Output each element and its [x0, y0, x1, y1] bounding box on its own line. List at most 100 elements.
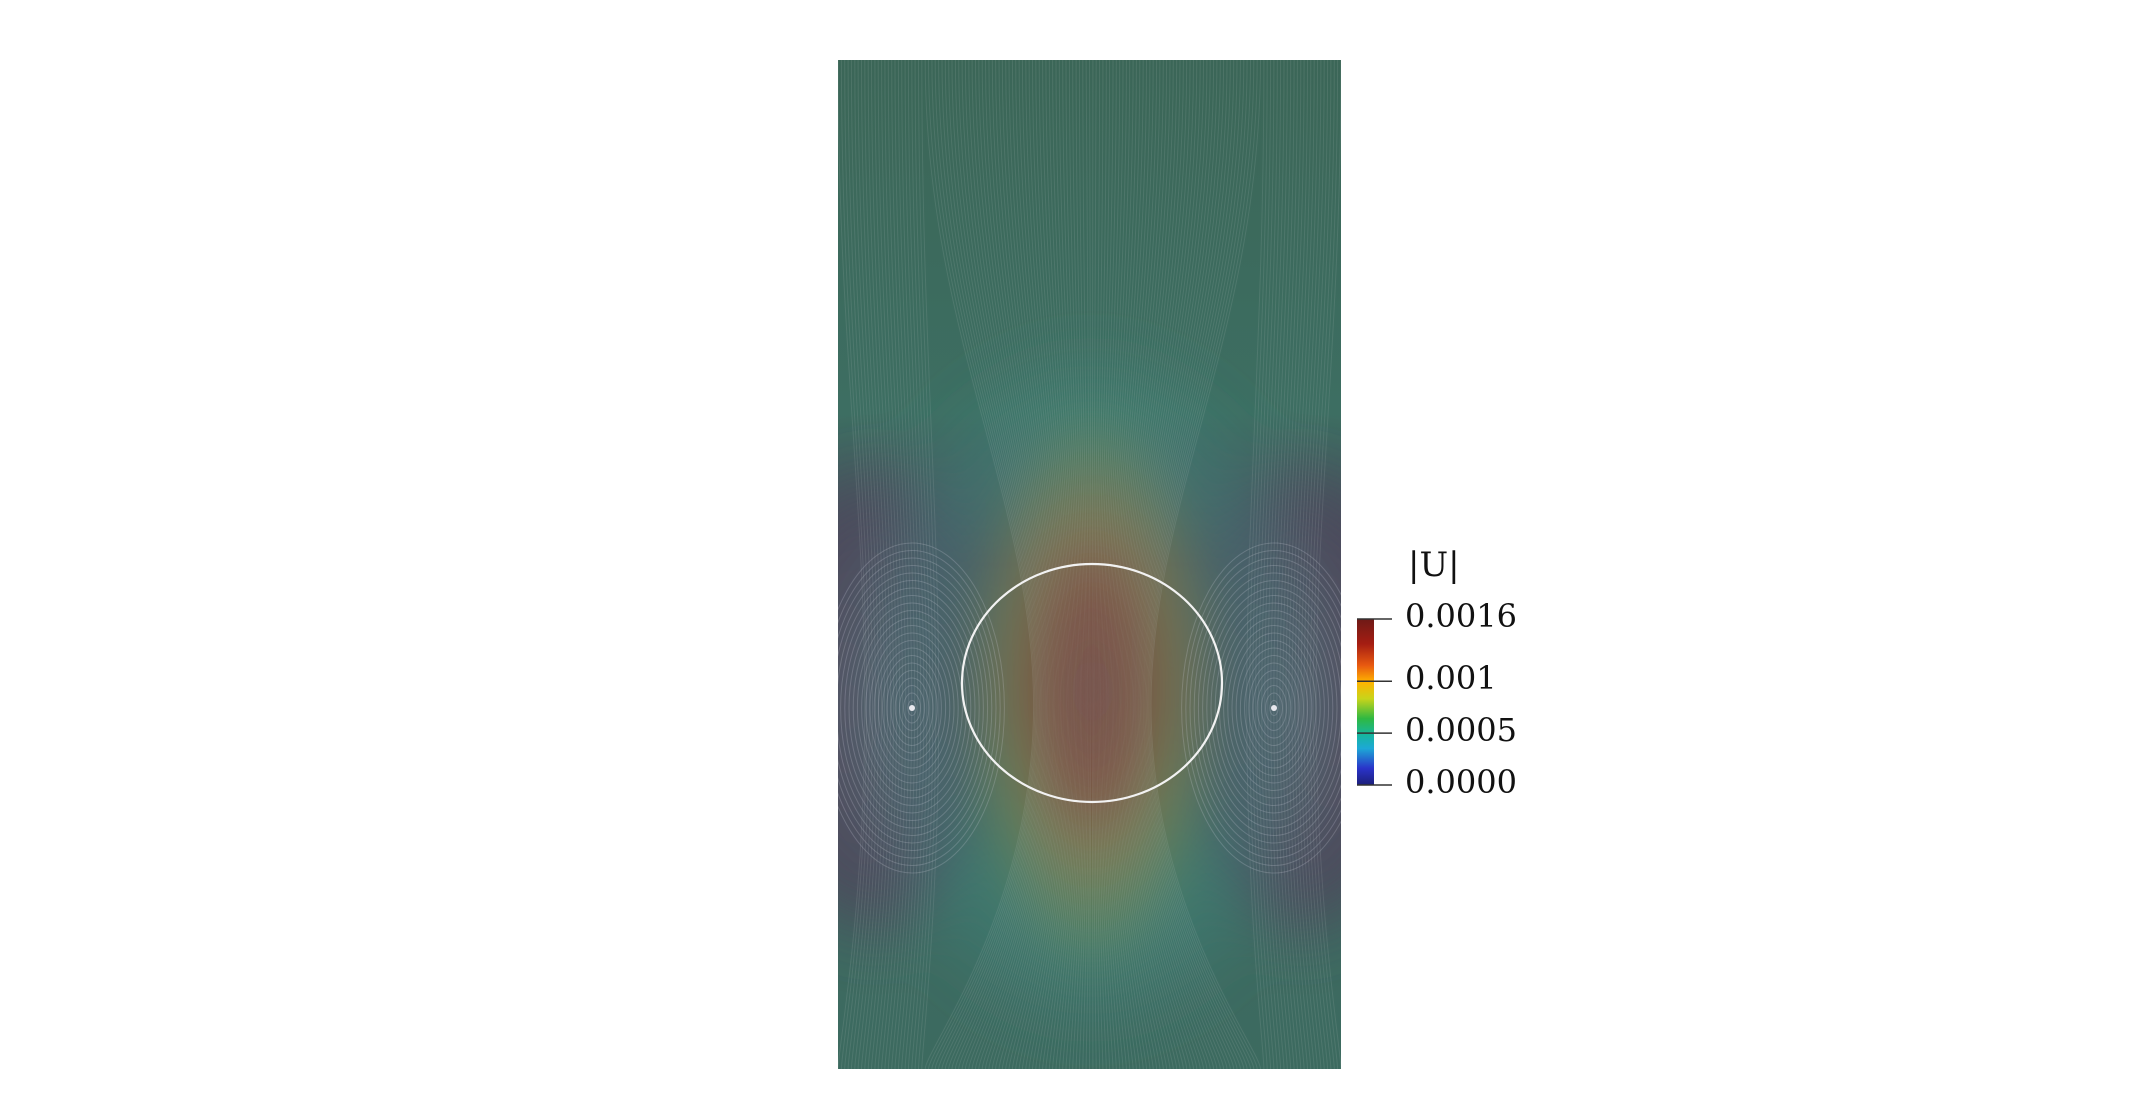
streamline — [911, 60, 931, 1069]
vortex-loop — [886, 662, 938, 754]
vortex-loop — [838, 572, 989, 844]
streamline — [884, 60, 907, 1069]
streamline — [1142, 60, 1238, 1069]
streamline — [1135, 60, 1218, 1069]
vortex-loop — [1197, 572, 1341, 844]
streamline — [887, 60, 910, 1069]
streamline — [1107, 60, 1137, 1069]
colorbar-tick-label: 0.0016 — [1405, 597, 1517, 635]
vortex-loop — [865, 625, 959, 791]
streamline — [1143, 60, 1241, 1069]
streamline — [1078, 60, 1089, 1069]
streamline — [934, 60, 1038, 1069]
streamline — [941, 60, 1041, 1069]
streamline — [1048, 60, 1078, 1069]
streamline — [867, 60, 892, 1069]
colorbar-ticks — [1357, 618, 1392, 786]
streamline — [1062, 60, 1083, 1069]
streamline — [1096, 60, 1107, 1069]
vortex-loop — [861, 617, 963, 799]
streamline — [1121, 60, 1178, 1069]
vortex-loop — [838, 565, 993, 851]
streamline — [1045, 60, 1077, 1069]
streamline — [1101, 60, 1121, 1069]
vortex-loop — [903, 692, 921, 724]
streamline — [1042, 60, 1076, 1069]
streamline — [864, 60, 889, 1069]
streamline — [1038, 60, 1075, 1069]
streamline — [1148, 60, 1255, 1069]
vortex-loop — [838, 542, 1005, 874]
streamline — [971, 60, 1051, 1069]
vortex-loop — [1185, 550, 1341, 866]
colorbar-tick-label: 0.001 — [1405, 659, 1497, 698]
streamline — [1116, 60, 1164, 1069]
streamline — [1115, 60, 1161, 1069]
streamline — [1141, 60, 1235, 1069]
streamline — [1103, 60, 1127, 1069]
streamline — [844, 60, 870, 1069]
streamline — [954, 60, 1045, 1069]
vortex-loop — [907, 700, 917, 716]
streamline — [1110, 60, 1147, 1069]
vortex-loop — [840, 580, 984, 836]
streamline — [1118, 60, 1171, 1069]
streamline — [1124, 60, 1188, 1069]
streamline — [995, 60, 1059, 1069]
droplet-interface — [960, 562, 1224, 804]
streamline — [1136, 60, 1221, 1069]
streamline — [1117, 60, 1168, 1069]
streamline — [928, 60, 1036, 1069]
colorbar — [1357, 618, 1392, 786]
streamline — [1312, 60, 1339, 1069]
streamline — [1264, 60, 1285, 1069]
vortex-loop — [1181, 542, 1341, 874]
streamline — [914, 60, 934, 1069]
streamline — [1137, 60, 1225, 1069]
streamline — [1122, 60, 1181, 1069]
streamline — [1258, 60, 1278, 1069]
streamline — [874, 60, 898, 1069]
streamline — [907, 60, 928, 1069]
streamline — [1109, 60, 1144, 1069]
vortex-loop — [844, 587, 980, 829]
streamline — [1291, 60, 1315, 1069]
streamline — [1139, 60, 1231, 1069]
streamline — [1065, 60, 1084, 1069]
streamline — [861, 60, 886, 1069]
vortex-loop — [848, 595, 976, 821]
streamline — [1146, 60, 1251, 1069]
streamline — [1094, 60, 1101, 1069]
vortex-loop — [1252, 670, 1296, 746]
streamline — [991, 60, 1058, 1069]
streamline — [1261, 60, 1282, 1069]
streamline — [854, 60, 880, 1069]
vortex-loop — [1248, 662, 1300, 754]
streamline — [857, 60, 883, 1069]
streamline — [1015, 60, 1066, 1069]
vortex-loop — [1214, 602, 1334, 814]
streamline — [1149, 60, 1258, 1069]
streamline — [1309, 60, 1335, 1069]
vortex-loop — [1235, 640, 1313, 776]
streamline — [1028, 60, 1071, 1069]
streamline — [1104, 60, 1131, 1069]
streamline — [988, 60, 1057, 1069]
streamline — [1052, 60, 1079, 1069]
streamline — [1099, 60, 1117, 1069]
streamline — [1092, 60, 1097, 1069]
streamline — [1125, 60, 1191, 1069]
streamline — [871, 60, 895, 1069]
streamline — [1315, 60, 1341, 1069]
vortex-loop — [1231, 632, 1317, 784]
vortex-loop — [838, 550, 1001, 866]
streamline — [1098, 60, 1114, 1069]
streamline — [1108, 60, 1141, 1069]
streamline — [1129, 60, 1201, 1069]
streamline — [1105, 60, 1134, 1069]
vortex-loop — [1210, 595, 1338, 821]
vortex-loop — [869, 632, 955, 784]
streamline — [1138, 60, 1228, 1069]
streamline — [901, 60, 922, 1069]
